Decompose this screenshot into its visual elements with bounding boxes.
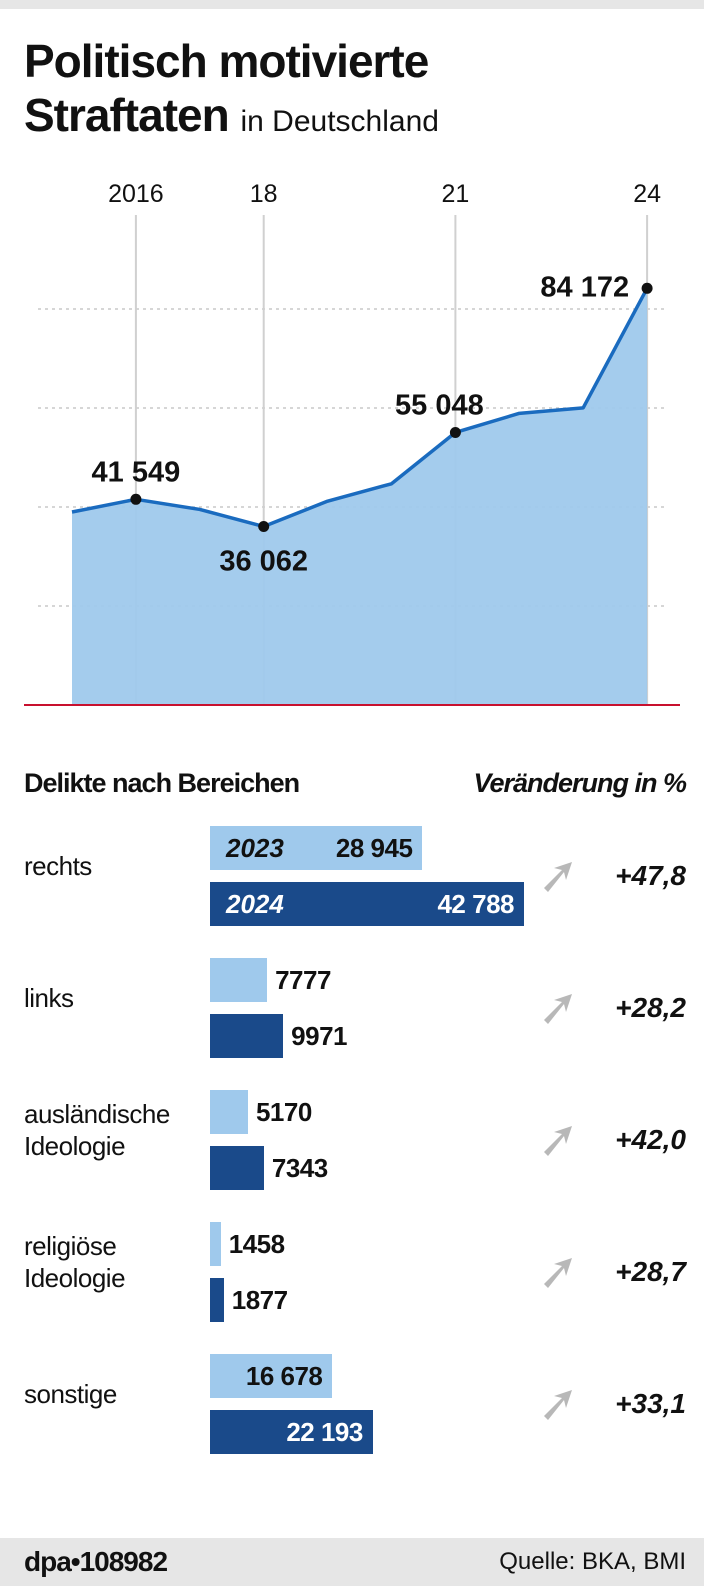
bar-2024 (210, 1146, 264, 1190)
change-value: +28,7 (615, 1256, 686, 1287)
data-point (258, 520, 270, 532)
arrow-up-right-icon (540, 1122, 576, 1158)
change-value: +33,1 (615, 1388, 686, 1419)
x-tick-label: 24 (633, 180, 661, 208)
series-label: 2024 (226, 889, 284, 919)
arrow-up-right-icon (540, 858, 576, 894)
bar-value: 1458 (228, 1229, 285, 1259)
bar-2024 (210, 1278, 224, 1322)
change-value: +28,2 (615, 992, 686, 1023)
change-value: +42,0 (615, 1124, 686, 1155)
source: Quelle: BKA, BMI (499, 1548, 686, 1575)
series-label: 2023 (226, 833, 284, 863)
data-label: 84 172 (540, 271, 629, 303)
subtitle: in Deutschland (240, 105, 439, 138)
bar-value: 5170 (255, 1097, 312, 1127)
data-point (130, 493, 142, 505)
category-label: sonstige (24, 1379, 117, 1409)
area-fill (72, 288, 648, 705)
bar-2024 (210, 1014, 284, 1058)
arrow-up-right-icon (540, 990, 576, 1026)
bar-2024 (210, 882, 524, 926)
change-title: Veränderung in % (473, 768, 687, 798)
arrow-up-right-icon (540, 1386, 576, 1422)
x-tick-label: 2016 (108, 180, 164, 208)
bar-value: 1877 (231, 1285, 288, 1315)
x-tick-label: 21 (441, 180, 469, 208)
data-label: 36 062 (219, 545, 308, 577)
series-line (71, 287, 649, 529)
x-tick-label: 18 (250, 180, 278, 208)
page-title: Politisch motivierte Straftaten in Deuts… (24, 34, 439, 149)
title-line-1: Politisch motivierte (24, 35, 429, 87)
arrow-up-right-icon (540, 1254, 576, 1290)
category-label: links (24, 983, 74, 1013)
bar-value: 22 193 (286, 1417, 363, 1447)
data-label: 41 549 (92, 456, 181, 488)
category-label: ausländische Ideologie (24, 1099, 170, 1161)
dpa-credit: dpa•108982 (24, 1546, 168, 1577)
category-label: rechts (24, 851, 92, 881)
top-bar (0, 0, 704, 9)
bar-value: 42 788 (437, 889, 514, 919)
data-point (449, 426, 461, 438)
bar-2023 (210, 958, 268, 1002)
bar-section-title: Delikte nach Bereichen (24, 768, 300, 798)
bar-2023 (210, 1090, 248, 1134)
bar-2023 (210, 1354, 333, 1398)
bar-2023 (210, 1222, 221, 1266)
area-chart: 2016 18 21 24 41 549 36 062 55 048 84 172 (24, 180, 680, 706)
data-point (641, 282, 653, 294)
bar-value: 16 678 (245, 1361, 323, 1391)
data-label: 55 048 (395, 389, 484, 421)
bar-2023 (210, 826, 423, 870)
change-value: +47,8 (615, 860, 686, 891)
bar-value: 28 945 (335, 833, 413, 863)
bar-value: 7343 (271, 1153, 328, 1183)
bar-2024 (210, 1410, 373, 1454)
bar-value: 7777 (275, 965, 331, 995)
bar-value: 9971 (291, 1021, 348, 1051)
footer: dpa•108982 Quelle: BKA, BMI (0, 1538, 704, 1586)
title-line-2: Straftaten (24, 89, 230, 141)
category-label: religiöse Ideologie (24, 1231, 126, 1293)
